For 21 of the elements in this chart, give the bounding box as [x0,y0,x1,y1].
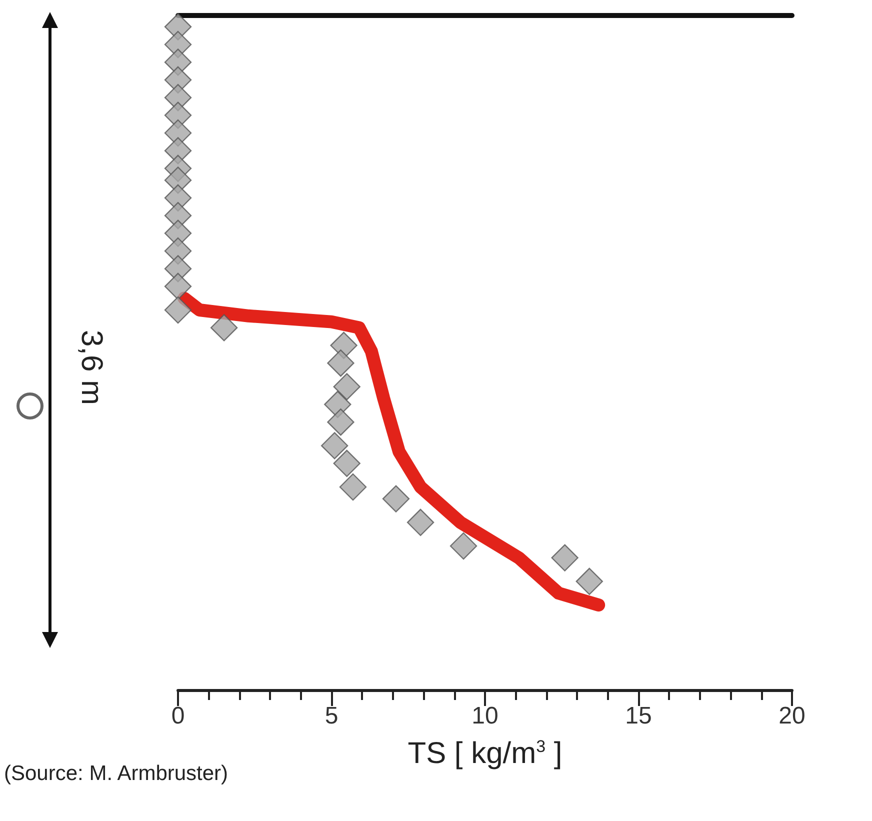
text: (Source: M. Armbruster) [4,762,228,786]
point [320,432,348,460]
x-tick-label: 20 [778,702,806,730]
x-tick-label: 0 [171,702,185,730]
point [333,450,360,477]
x-tick-label: 15 [625,702,652,730]
point [382,485,410,512]
x-tick-label: 10 [472,702,498,730]
point [339,473,367,501]
point [327,408,354,436]
point [327,350,354,377]
point [450,532,478,560]
point [210,314,238,342]
text: 3,6 m [74,330,108,406]
point [551,544,578,572]
x-tick-label: 5 [324,702,338,730]
point [164,272,192,300]
point [576,568,603,595]
point [406,508,434,536]
point [164,296,192,324]
point [333,373,360,400]
